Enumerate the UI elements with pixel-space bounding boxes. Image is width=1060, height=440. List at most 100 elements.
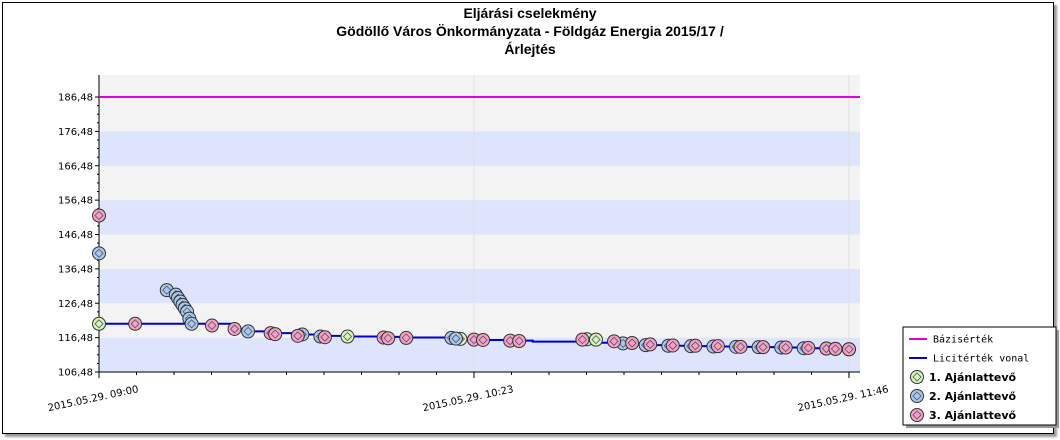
marker-circle	[643, 337, 658, 352]
marker-diamond	[229, 324, 240, 334]
marker-diamond	[94, 319, 104, 329]
marker-circle	[575, 332, 590, 347]
marker-diamond	[130, 319, 140, 329]
marker-circle	[381, 331, 396, 346]
marker-circle	[128, 316, 143, 331]
marker-circle	[204, 318, 219, 333]
legend-marker	[910, 408, 924, 422]
marker-diamond	[668, 340, 678, 351]
data-point-bidder-2	[588, 332, 603, 347]
y-tick-label: 146,48	[58, 230, 93, 241]
data-point-bidder-4	[399, 330, 414, 345]
marker-circle	[476, 332, 491, 347]
marker-diamond	[94, 210, 104, 221]
marker-circle	[710, 339, 725, 354]
marker-diamond	[514, 336, 524, 346]
marker-circle	[227, 321, 242, 336]
data-point-bidder-4	[476, 332, 491, 347]
data-point-bidder-2	[92, 316, 106, 331]
marker-circle	[448, 331, 463, 346]
marker-circle	[92, 316, 106, 331]
plot-band	[99, 165, 860, 201]
data-point-bidder-4	[625, 336, 640, 351]
data-point-bidder-4	[607, 334, 622, 349]
marker-circle	[733, 339, 748, 354]
legend-label: 1. Ajánlattevő	[929, 371, 1017, 384]
marker-circle	[910, 370, 924, 384]
legend-label: 2. Ajánlattevő	[929, 390, 1017, 403]
marker-diamond	[94, 248, 104, 258]
chart-title-line-3: Árlejtés	[504, 41, 556, 57]
marker-diamond	[912, 391, 922, 401]
marker-diamond	[803, 343, 813, 353]
x-tick-label: 2015.05.29. 11:46	[797, 384, 890, 414]
data-point-bidder-4	[733, 339, 748, 354]
data-point-bidder-4	[290, 328, 305, 343]
marker-diamond	[401, 333, 411, 343]
marker-diamond	[690, 341, 700, 351]
marker-circle	[801, 340, 816, 355]
data-point-bidder-3	[184, 316, 199, 331]
data-point-bidder-3	[448, 331, 463, 346]
marker-circle	[607, 334, 622, 349]
marker-circle	[268, 327, 283, 342]
plot-band	[99, 234, 860, 269]
marker-diamond	[293, 331, 303, 341]
plot-band	[99, 268, 860, 304]
marker-circle	[340, 329, 355, 344]
marker-diamond	[844, 344, 854, 354]
legend-box	[902, 326, 1057, 426]
x-tick-label: 2015.05.29. 10:23	[422, 384, 515, 414]
data-point-bidder-4	[841, 342, 856, 357]
marker-diamond	[451, 334, 461, 344]
y-tick-label: 126,48	[58, 299, 93, 310]
y-tick-label: 106,48	[58, 368, 93, 379]
x-tick-label: 2015.05.29. 09:00	[47, 384, 140, 414]
marker-circle	[512, 333, 527, 348]
marker-diamond	[735, 342, 746, 352]
marker-circle	[756, 340, 771, 355]
legend-marker	[910, 389, 924, 403]
marker-circle	[910, 408, 924, 422]
marker-diamond	[243, 326, 253, 336]
data-point-bidder-4	[317, 330, 332, 345]
marker-diamond	[627, 338, 637, 348]
legend	[902, 326, 1059, 428]
data-point-bidder-4	[778, 340, 793, 355]
legend-label: 3. Ajánlattevő	[929, 409, 1017, 422]
data-point-bidder-4	[92, 208, 106, 223]
y-tick-label: 156,48	[58, 196, 93, 207]
y-tick-label: 116,48	[58, 333, 93, 344]
plot-band	[99, 97, 860, 132]
marker-diamond	[830, 344, 840, 354]
chart-title-line-2: Gödöllő Város Önkormányzata - Földgáz En…	[336, 23, 724, 39]
data-point-bidder-2	[340, 329, 355, 344]
marker-diamond	[383, 333, 393, 343]
marker-circle	[828, 341, 843, 356]
data-point-bidder-3	[92, 246, 106, 261]
marker-diamond	[912, 410, 922, 420]
marker-circle	[92, 208, 106, 223]
marker-circle	[290, 328, 305, 343]
data-point-bidder-4	[828, 341, 843, 356]
marker-diamond	[187, 319, 197, 329]
plot-band	[99, 200, 860, 235]
data-point-bidder-4	[227, 321, 242, 336]
data-point-bidder-4	[710, 339, 725, 354]
marker-circle	[910, 389, 924, 403]
marker-circle	[841, 342, 856, 357]
marker-diamond	[207, 320, 217, 331]
marker-diamond	[912, 372, 922, 382]
marker-circle	[399, 330, 414, 345]
legend-label: Bázisérték	[933, 334, 993, 346]
data-point-bidder-4	[688, 338, 703, 353]
marker-diamond	[713, 341, 723, 351]
marker-diamond	[577, 335, 587, 345]
marker-circle	[665, 338, 680, 353]
marker-diamond	[758, 342, 768, 352]
marker-diamond	[781, 342, 791, 353]
marker-circle	[241, 324, 256, 339]
marker-diamond	[609, 336, 619, 346]
marker-diamond	[478, 335, 488, 345]
